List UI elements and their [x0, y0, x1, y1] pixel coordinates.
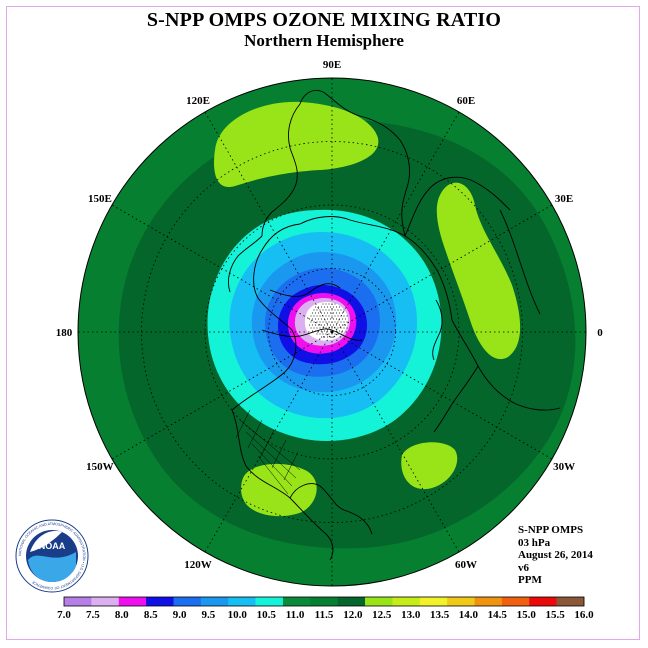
lime-patch-asia	[214, 101, 379, 188]
graticule	[78, 78, 586, 586]
lime-patch-europe	[436, 182, 521, 360]
longitude-label: 30W	[553, 461, 575, 473]
lime-patch-atlantic	[401, 442, 458, 490]
longitude-label: 60E	[457, 95, 475, 107]
longitude-label: 150E	[88, 193, 112, 205]
longitude-label: 30E	[555, 193, 573, 205]
coastlines	[227, 90, 561, 561]
map-subtitle: Northern Hemisphere	[244, 31, 404, 50]
longitude-label: 150W	[86, 461, 114, 473]
longitude-label: 120W	[184, 559, 212, 571]
longitude-label: 60W	[455, 559, 477, 571]
longitude-label: 0	[597, 327, 603, 339]
longitude-label: 90W	[321, 595, 343, 607]
map-title: S-NPP OMPS OZONE MIXING RATIO	[146, 9, 502, 31]
figure-frame	[6, 6, 640, 640]
info-version: v6	[518, 561, 529, 574]
longitude-label: 180	[56, 327, 73, 339]
us-state-lines	[235, 409, 301, 495]
info-units: PPM	[518, 574, 542, 586]
longitude-label: 120E	[186, 95, 210, 107]
info-date: August 26, 2014	[518, 549, 593, 561]
info-level: 03 hPa	[518, 536, 551, 549]
info-block: S-NPP OMPS 03 hPa August 26, 2014 v6 PPM	[518, 524, 593, 587]
info-instrument: S-NPP OMPS	[518, 524, 584, 536]
longitude-label: 90E	[323, 59, 341, 71]
longitude-labels: 90E 60E 30E 0 30W 60W 90W 120W 150W 180 150E 120E	[56, 59, 604, 607]
map-boundary	[77, 77, 587, 587]
